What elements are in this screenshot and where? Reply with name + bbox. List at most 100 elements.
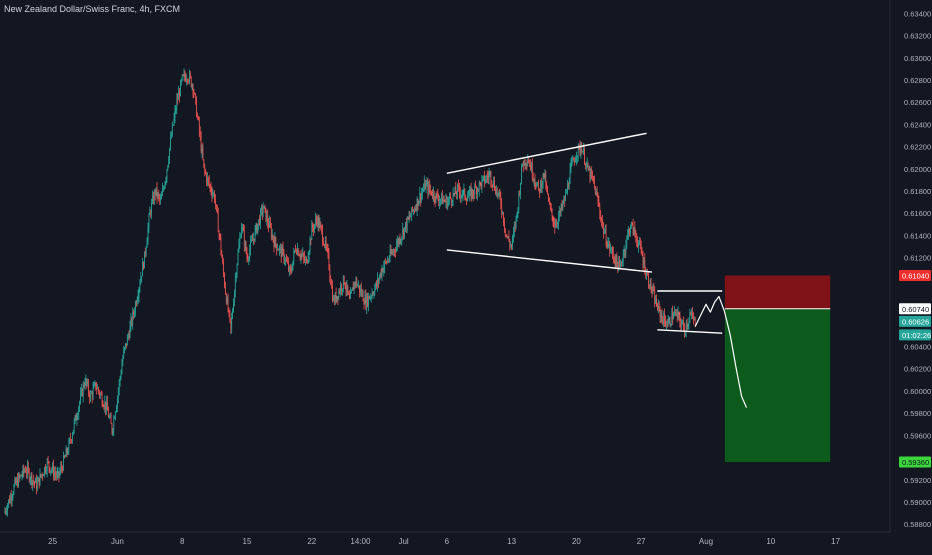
candle <box>350 286 351 299</box>
candle-body <box>220 237 222 252</box>
candle-body <box>652 289 654 292</box>
candle-body <box>479 182 481 183</box>
candle-body <box>478 182 480 191</box>
candle <box>283 248 285 265</box>
lower-trendline[interactable] <box>446 249 653 273</box>
upper-trendline[interactable] <box>446 132 647 174</box>
candle-body <box>420 193 422 201</box>
candle-body <box>88 382 89 393</box>
candle <box>343 275 345 286</box>
range-bottom-line[interactable] <box>657 329 723 334</box>
candle <box>390 245 392 256</box>
candle-body <box>71 440 72 441</box>
candle-body <box>326 247 328 249</box>
candle-body <box>520 182 521 195</box>
candle-body <box>259 219 260 225</box>
candle <box>366 292 368 315</box>
candle <box>623 245 625 258</box>
candle-body <box>675 312 676 313</box>
candle <box>497 192 499 200</box>
candle-body <box>445 197 447 202</box>
price-badge-last-price[interactable] <box>899 315 931 327</box>
candle <box>86 378 88 390</box>
candle <box>304 250 306 264</box>
candle <box>454 186 456 197</box>
candle-body <box>77 415 79 418</box>
candle <box>501 198 503 219</box>
candle-body <box>442 199 444 204</box>
candle-body <box>19 475 21 478</box>
candle-body <box>315 219 316 225</box>
candle <box>312 222 314 233</box>
candle <box>354 281 356 289</box>
candle-body <box>539 188 540 193</box>
candle-body <box>209 185 211 187</box>
candle <box>377 277 379 289</box>
candle <box>4 507 6 514</box>
candle <box>476 185 477 200</box>
price-tick-label: 0.61400 <box>904 231 931 240</box>
candle-body <box>671 312 673 325</box>
candle <box>193 88 195 99</box>
candle-body <box>321 226 323 230</box>
candle-body <box>171 124 173 136</box>
position-zones[interactable] <box>724 275 831 463</box>
candle <box>399 233 401 245</box>
candle <box>384 259 386 274</box>
price-badge-text-entry: 0.60740 <box>902 305 929 314</box>
candle-body <box>415 208 417 211</box>
candle <box>631 221 633 226</box>
drawings-layer[interactable] <box>446 132 748 408</box>
candle-body <box>507 236 509 238</box>
candle-body <box>210 186 212 192</box>
projected-path[interactable] <box>694 295 748 408</box>
candle <box>289 263 291 275</box>
candle <box>539 188 540 199</box>
price-badge-entry[interactable] <box>899 303 931 315</box>
candle <box>529 159 530 168</box>
candle-body <box>118 381 120 391</box>
candle <box>252 232 254 246</box>
candle-body <box>598 201 600 206</box>
candle-body <box>304 257 305 261</box>
candle <box>114 415 116 419</box>
candle <box>203 159 205 169</box>
stop-loss-zone[interactable] <box>724 275 831 309</box>
candle <box>330 275 332 286</box>
candle <box>662 316 664 326</box>
candle-body <box>372 293 374 295</box>
candle-body <box>39 473 41 485</box>
candle <box>621 258 623 267</box>
time-tick-label: 14:00 <box>350 537 371 546</box>
candle <box>685 319 687 338</box>
candle <box>378 274 380 284</box>
candle <box>688 317 690 330</box>
candle-body <box>546 187 548 188</box>
candle-body <box>660 313 662 318</box>
candle <box>615 254 617 269</box>
candle-body <box>108 417 110 418</box>
candle-body <box>402 229 404 237</box>
candle-body <box>568 183 570 188</box>
take-profit-zone[interactable] <box>724 308 831 463</box>
candle-body <box>457 185 458 195</box>
price-badge-stop[interactable] <box>899 269 931 281</box>
candle-body <box>148 215 150 228</box>
candle <box>635 229 637 243</box>
price-badge-countdown[interactable] <box>899 329 931 341</box>
candle-body <box>302 253 304 256</box>
candle-body <box>168 159 170 166</box>
candle <box>153 188 155 205</box>
candle-body <box>603 223 604 234</box>
candle-body <box>666 325 667 326</box>
candle <box>601 216 602 227</box>
price-badge-target[interactable] <box>899 456 931 468</box>
candle-body <box>188 80 189 82</box>
candle <box>210 181 212 196</box>
candle <box>511 243 513 251</box>
candle-body <box>180 80 182 82</box>
candle <box>630 221 632 230</box>
candle <box>379 272 381 280</box>
